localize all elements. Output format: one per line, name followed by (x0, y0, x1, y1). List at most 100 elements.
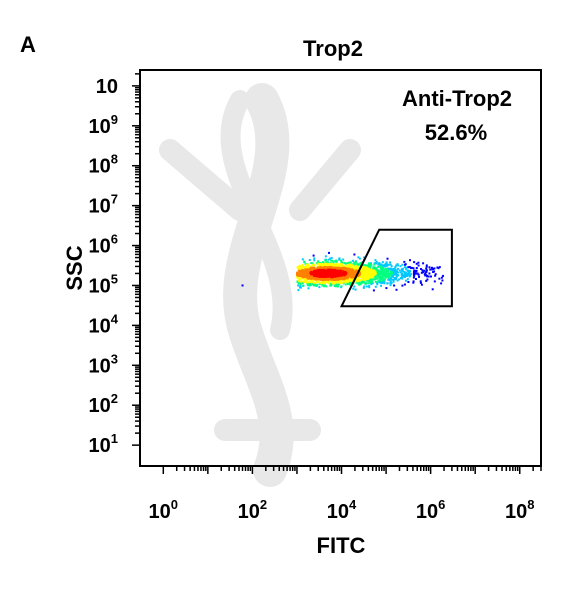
event-dot (362, 271, 365, 274)
y-tick-label: 104 (89, 311, 119, 337)
event-dot (318, 286, 321, 289)
event-dot (333, 263, 336, 266)
gate-name: Anti-Trop2 (402, 86, 512, 111)
event-dot (381, 278, 384, 281)
event-dot (321, 261, 324, 264)
y-axis-label: SSC (62, 245, 87, 290)
event-dot (376, 283, 379, 286)
event-dot (395, 276, 398, 279)
event-dot (440, 282, 443, 285)
event-dot (327, 258, 330, 261)
event-dot (315, 278, 318, 281)
event-dot (311, 269, 314, 272)
event-dot (303, 261, 306, 264)
event-dot (390, 274, 392, 277)
event-dot (326, 272, 329, 275)
event-dot (434, 273, 437, 276)
event-dot (403, 283, 406, 286)
event-dot (380, 263, 383, 266)
event-dot (307, 281, 309, 284)
event-dot (413, 271, 415, 274)
event-dot (317, 281, 320, 283)
event-dot (297, 289, 300, 292)
event-dot (387, 263, 390, 266)
event-dot (303, 267, 306, 270)
event-dot (318, 283, 321, 286)
event-dot (387, 272, 390, 275)
event-dot (323, 285, 326, 288)
event-dot (389, 268, 392, 271)
event-dot (330, 279, 333, 282)
event-dot (349, 261, 352, 264)
event-dot (413, 269, 416, 272)
event-dot (373, 262, 376, 265)
event-dot (342, 280, 345, 283)
event-dot (363, 256, 366, 259)
event-dot (424, 274, 427, 277)
event-dot (373, 275, 376, 278)
event-dot (433, 280, 436, 283)
event-dot (348, 261, 351, 264)
event-dot (363, 285, 366, 288)
event-dot (334, 277, 337, 280)
event-dot (412, 281, 415, 284)
event-dot (377, 263, 380, 266)
event-dot (429, 268, 432, 271)
event-dot (420, 271, 423, 274)
event-dot (313, 257, 316, 260)
event-dot (303, 280, 306, 283)
event-dot (378, 262, 381, 265)
event-dot (368, 284, 371, 287)
event-dot (397, 271, 400, 274)
event-dot (393, 268, 396, 270)
event-dot (344, 267, 347, 269)
event-dot (308, 284, 311, 286)
event-dot (409, 270, 412, 273)
event-dot (385, 270, 388, 272)
event-dot (334, 264, 337, 267)
event-dot (299, 286, 302, 289)
event-dot (299, 278, 302, 280)
event-dot (303, 277, 306, 280)
event-dot (418, 275, 420, 278)
event-dot (389, 263, 392, 266)
event-dot (371, 281, 374, 283)
event-dot (340, 259, 342, 262)
event-dot (305, 281, 308, 284)
event-dot (365, 285, 368, 288)
event-dot (348, 265, 351, 268)
event-dot (381, 271, 384, 274)
event-dot (324, 259, 327, 262)
event-dot (401, 269, 404, 272)
event-dot (389, 282, 392, 284)
event-dot (329, 282, 332, 285)
event-dot (409, 259, 411, 262)
event-dot (403, 270, 406, 273)
event-dot (401, 275, 404, 278)
event-dot (361, 278, 364, 281)
event-dot (389, 284, 392, 287)
event-dot (372, 266, 375, 269)
event-dot (316, 283, 319, 286)
event-dot (405, 268, 408, 271)
event-dot (393, 278, 396, 281)
event-dot (346, 262, 349, 264)
event-dot (385, 287, 388, 290)
event-dot (438, 277, 441, 280)
event-dot (376, 271, 379, 274)
event-dot (358, 278, 361, 281)
event-dot (384, 271, 387, 274)
event-dot (383, 265, 386, 268)
event-dot (392, 268, 395, 270)
event-dot (316, 273, 319, 276)
event-dot (372, 275, 374, 278)
event-dot (385, 261, 388, 264)
event-dot (328, 280, 331, 283)
event-dot (412, 280, 415, 283)
event-dot (392, 280, 395, 283)
event-dot (331, 265, 334, 268)
event-dot (372, 289, 375, 292)
event-dot (386, 264, 389, 267)
event-dot (309, 284, 312, 287)
